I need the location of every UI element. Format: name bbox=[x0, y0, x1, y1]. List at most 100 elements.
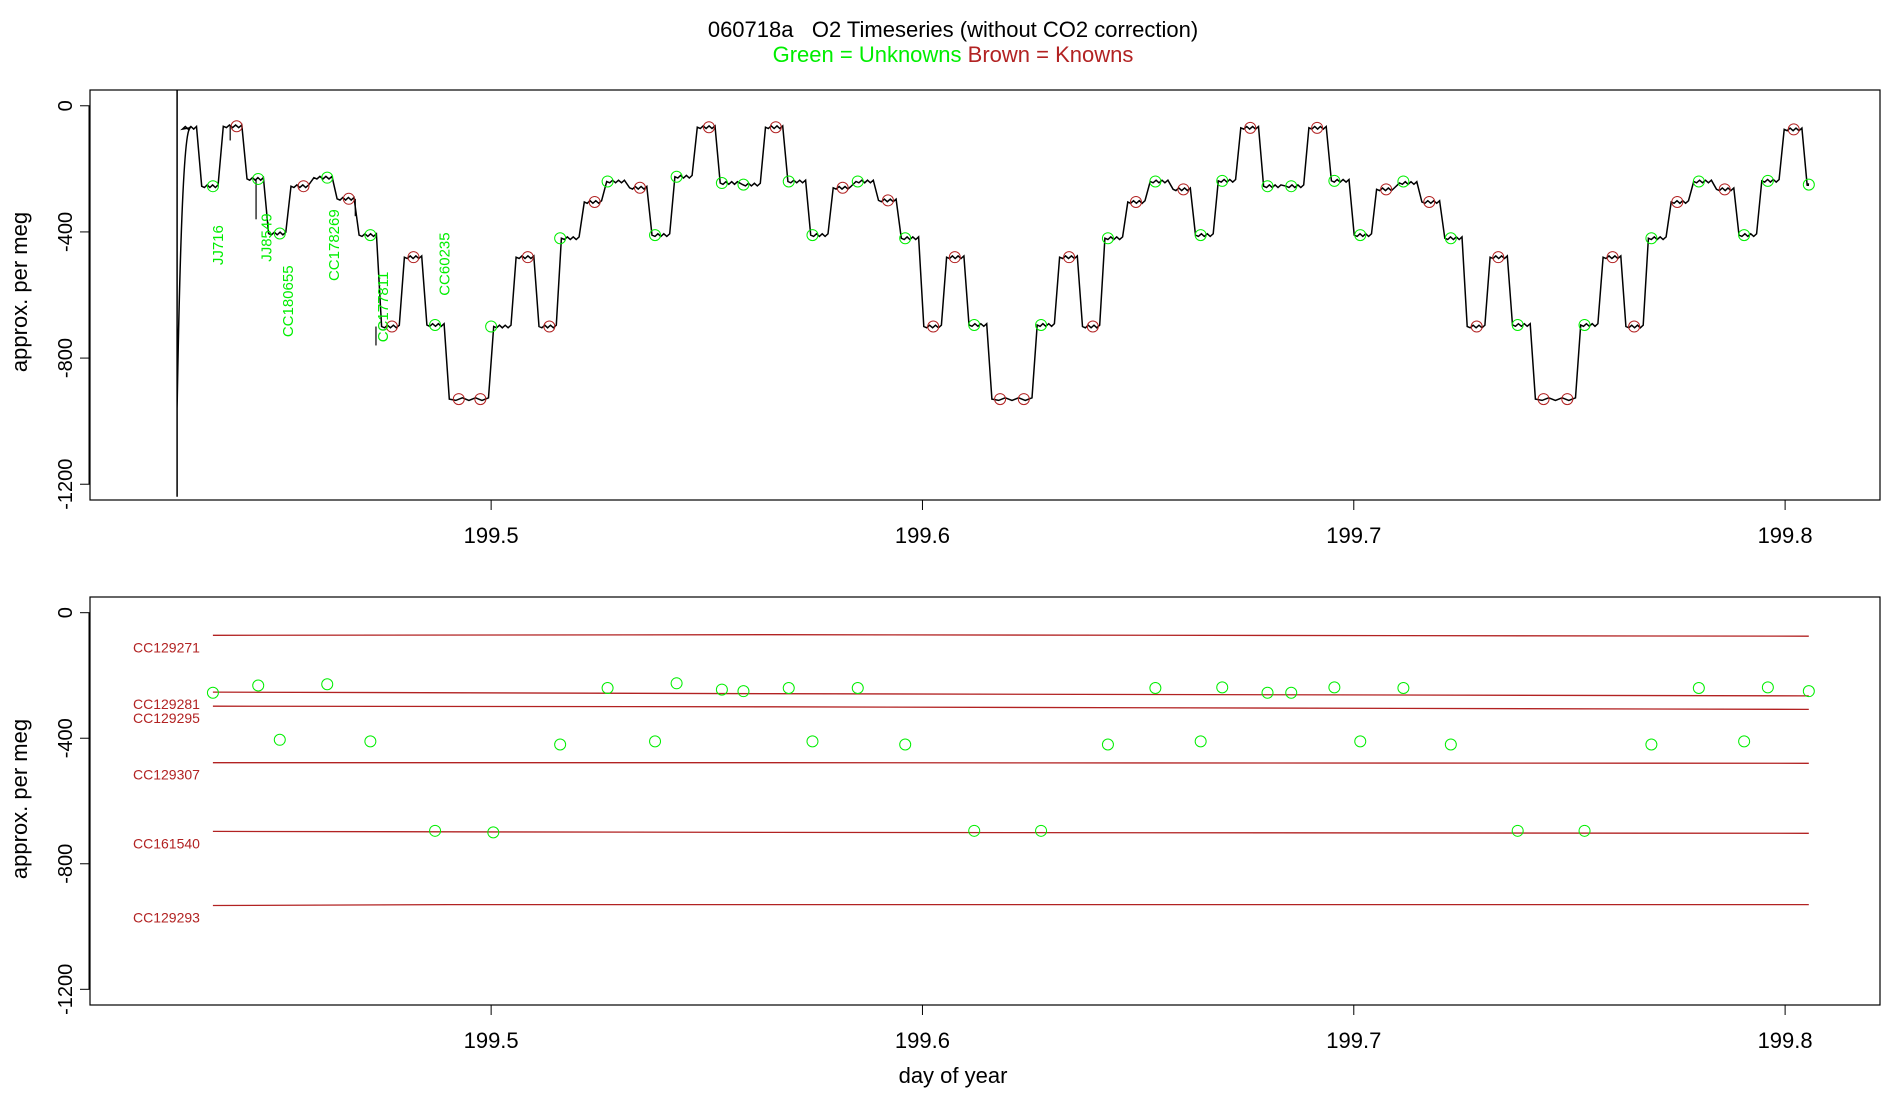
bottom-known-lines bbox=[212, 634, 1809, 907]
known-point bbox=[994, 393, 1007, 406]
unknown-point bbox=[1035, 824, 1048, 837]
unknown-point bbox=[649, 735, 662, 748]
top-panel: 0 -400 -800 -1200 199.5 199.6 199.7 199.8 JJ71… bbox=[7, 89, 1881, 548]
unknown-point bbox=[1101, 738, 1114, 751]
unknown-point bbox=[1261, 686, 1274, 699]
unknown-point bbox=[1692, 682, 1705, 695]
unknown-point bbox=[1285, 686, 1298, 699]
known-point bbox=[1606, 251, 1619, 264]
top-y-tick-label: -1200 bbox=[55, 459, 77, 510]
sample-label: JJ716 bbox=[210, 225, 227, 265]
bottom-y-tick-label: -400 bbox=[55, 718, 77, 758]
known-point bbox=[927, 320, 940, 333]
unknown-point bbox=[782, 682, 795, 695]
top-x-tick-label: 199.7 bbox=[1326, 523, 1381, 548]
unknown-point bbox=[1802, 178, 1815, 191]
figure-title: 060718a O2 Timeseries (without CO2 corre… bbox=[708, 17, 1198, 42]
unknown-point bbox=[321, 678, 334, 691]
unknown-point bbox=[1101, 232, 1114, 245]
unknown-point bbox=[851, 682, 864, 695]
unknown-point bbox=[554, 738, 567, 751]
bottom-x-tick-label: 199.5 bbox=[464, 1028, 519, 1053]
tank-line-label: CC161540 bbox=[133, 835, 200, 851]
tank-line-label: CC129295 bbox=[133, 710, 200, 726]
known-tank-line bbox=[212, 762, 1809, 764]
unknown-point bbox=[1738, 735, 1751, 748]
unknown-point bbox=[485, 320, 498, 333]
unknown-point bbox=[851, 175, 864, 188]
unknown-point bbox=[1285, 180, 1298, 193]
known-point bbox=[407, 251, 420, 264]
unknown-point bbox=[737, 685, 750, 698]
unknown-point bbox=[321, 171, 334, 184]
sample-label: JJ8549 bbox=[259, 213, 276, 261]
unknown-point bbox=[554, 232, 567, 245]
known-point bbox=[1671, 195, 1684, 208]
unknown-point bbox=[1578, 318, 1591, 331]
unknown-point bbox=[429, 318, 442, 331]
known-point bbox=[836, 181, 849, 194]
unknown-point bbox=[206, 180, 219, 193]
unknown-point bbox=[1761, 174, 1774, 187]
unknown-point bbox=[1397, 682, 1410, 695]
unknown-point bbox=[1645, 738, 1658, 751]
unknown-point bbox=[1354, 229, 1367, 242]
unknown-point bbox=[1444, 232, 1457, 245]
unknown-point bbox=[1444, 738, 1457, 751]
unknown-point bbox=[1692, 175, 1705, 188]
title-spacer bbox=[793, 17, 811, 42]
unknown-point bbox=[273, 733, 286, 746]
unknown-point bbox=[737, 178, 750, 191]
unknown-point bbox=[252, 679, 265, 692]
unknown-point bbox=[601, 175, 614, 188]
unknown-point bbox=[206, 686, 219, 699]
sample-label: CC60235 bbox=[436, 232, 453, 295]
known-point bbox=[230, 120, 243, 133]
unknown-point bbox=[899, 738, 912, 751]
run-id: 060718a bbox=[708, 17, 794, 42]
unknown-point bbox=[1035, 318, 1048, 331]
title-main: O2 Timeseries (without CO2 correction) bbox=[812, 17, 1198, 42]
top-trace bbox=[176, 90, 1810, 497]
unknown-point bbox=[364, 229, 377, 242]
known-point bbox=[474, 393, 487, 406]
unknown-point bbox=[1738, 229, 1751, 242]
known-tank-line bbox=[212, 830, 1809, 834]
unknown-point bbox=[782, 175, 795, 188]
known-point bbox=[1017, 393, 1030, 406]
known-point bbox=[1492, 251, 1505, 264]
unknown-point bbox=[1261, 180, 1274, 193]
known-point bbox=[1787, 123, 1800, 136]
tank-line-label: CC129271 bbox=[133, 639, 200, 655]
bottom-y-tick-label: -1200 bbox=[55, 964, 77, 1015]
x-axis-label: day of year bbox=[899, 1063, 1008, 1088]
unknown-point bbox=[1328, 681, 1341, 694]
known-point bbox=[1423, 195, 1436, 208]
top-y-axis: 0 -400 -800 -1200 bbox=[55, 100, 90, 510]
sample-label: CC177811 bbox=[375, 272, 392, 343]
top-x-axis: 199.5 199.6 199.7 199.8 bbox=[464, 500, 1813, 548]
top-unknown-points bbox=[206, 170, 1815, 333]
known-point bbox=[881, 194, 894, 207]
unknown-point bbox=[1354, 735, 1367, 748]
unknown-point bbox=[715, 177, 728, 190]
unknown-point bbox=[968, 318, 981, 331]
known-point bbox=[385, 320, 398, 333]
bottom-panel: 0 -400 -800 -1200 199.5 199.6 199.7 199.8 CC12… bbox=[7, 596, 1881, 1088]
top-y-label: approx. per meg bbox=[7, 212, 32, 372]
bottom-x-tick-label: 199.7 bbox=[1326, 1028, 1381, 1053]
known-point bbox=[1063, 251, 1076, 264]
top-x-tick-label: 199.6 bbox=[895, 523, 950, 548]
top-y-tick-label: 0 bbox=[55, 100, 77, 111]
unknown-point bbox=[899, 232, 912, 245]
known-point bbox=[588, 195, 601, 208]
known-point bbox=[1628, 320, 1641, 333]
sample-label: CC178269 bbox=[326, 209, 343, 281]
known-tank-line bbox=[212, 691, 1809, 697]
known-point bbox=[1718, 183, 1731, 196]
known-tank-line bbox=[212, 903, 1809, 907]
unknown-point bbox=[252, 172, 265, 185]
known-point bbox=[1129, 195, 1142, 208]
unknown-point bbox=[1802, 685, 1815, 698]
known-point bbox=[1380, 183, 1393, 196]
